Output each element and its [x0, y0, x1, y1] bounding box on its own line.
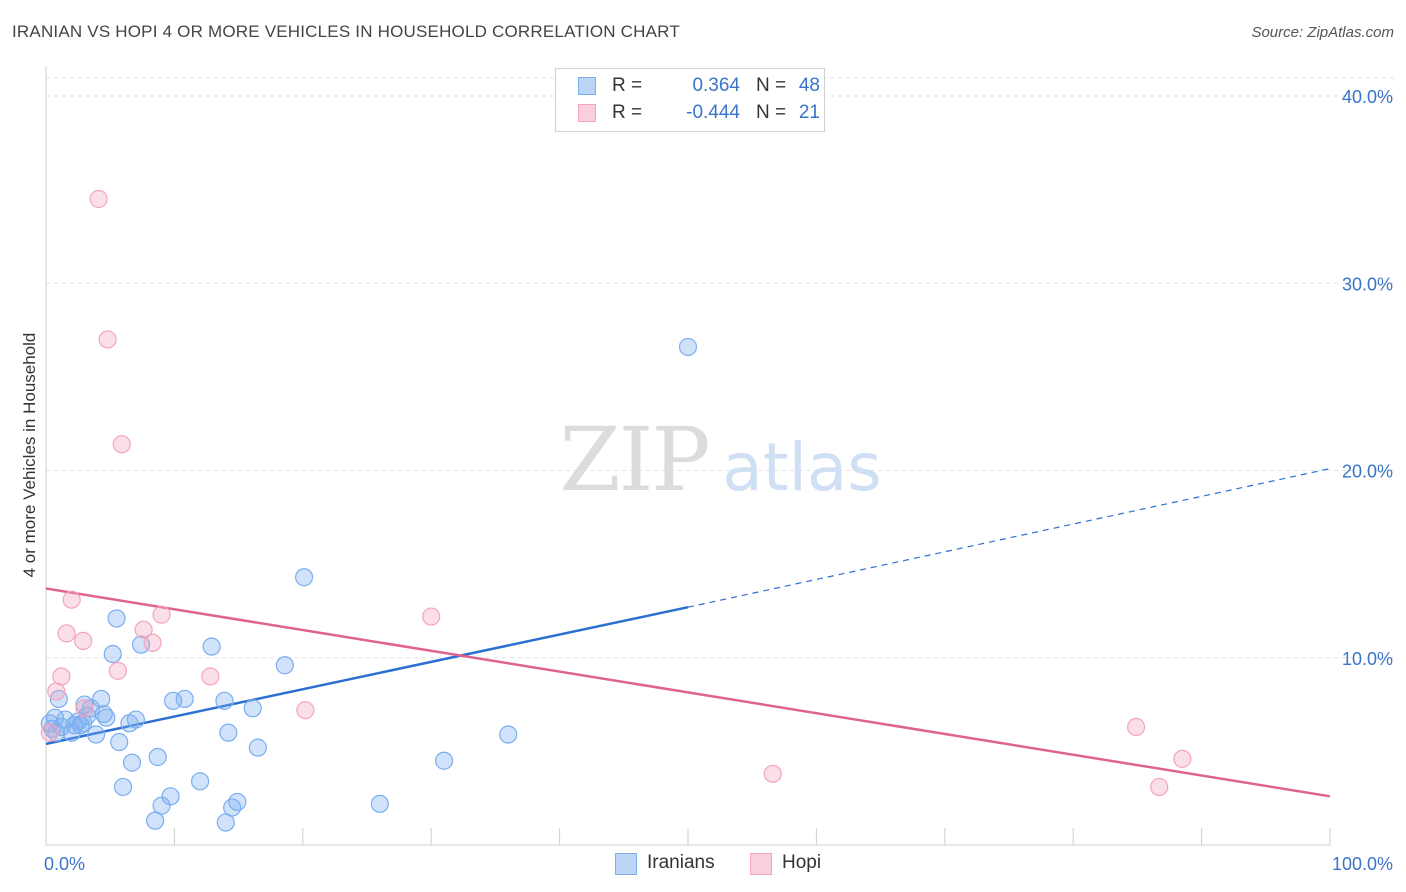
data-point-hopi — [98, 330, 117, 349]
data-point-iranians — [131, 635, 151, 654]
data-point-iranians — [146, 811, 165, 830]
data-point-hopi — [74, 631, 93, 650]
tick-labels: 10.0% 20.0% 30.0% 40.0% 0.0% 100.0% — [44, 87, 1393, 874]
y-tick-label: 10.0% — [1342, 649, 1393, 669]
data-point-iranians — [92, 689, 111, 709]
data-point-hopi — [1150, 777, 1169, 797]
legend-label-hopi: Hopi — [782, 852, 822, 873]
data-point-iranians — [370, 794, 389, 813]
axes — [45, 66, 1331, 846]
data-point-iranians — [49, 689, 68, 709]
data-point-hopi — [62, 590, 81, 609]
legend-swatch-hopi — [578, 104, 596, 122]
correlation-legend: R = 0.364 N = 48 R = -0.444 N = 21 — [555, 68, 825, 132]
watermark-atlas: atlas — [722, 429, 882, 506]
data-point-iranians — [86, 725, 106, 744]
data-point-iranians — [175, 689, 194, 709]
data-point-hopi — [422, 607, 441, 626]
legend-r-label: R = — [612, 75, 643, 96]
trend-lines — [45, 468, 1331, 798]
data-point-hopi — [108, 661, 128, 680]
data-point-iranians — [202, 637, 221, 656]
legend-swatch-iranians — [615, 853, 637, 875]
data-point-iranians — [71, 716, 90, 735]
legend-n-value: 48 — [798, 75, 820, 96]
legend-r-value: 0.364 — [692, 75, 740, 96]
trend-line-hopi — [45, 587, 1331, 798]
y-tick-label: 40.0% — [1342, 87, 1393, 107]
x-tick-label-min: 0.0% — [44, 854, 85, 874]
data-point-iranians — [294, 568, 314, 587]
x-tick-label-max: 100.0% — [1332, 854, 1393, 874]
data-point-iranians — [243, 699, 262, 718]
data-point-iranians — [164, 691, 183, 710]
legend-n-label: N = — [756, 75, 787, 96]
data-point-iranians — [434, 751, 454, 770]
legend-swatch-iranians — [578, 77, 596, 95]
data-point-hopi — [134, 620, 153, 639]
legend-r-label: R = — [612, 102, 643, 123]
data-point-iranians — [103, 644, 122, 664]
data-point-iranians — [228, 792, 247, 812]
data-point-iranians — [223, 798, 242, 817]
watermark: ZIP atlas — [559, 408, 881, 511]
data-point-hopi — [112, 435, 131, 454]
data-point-iranians — [126, 710, 145, 729]
data-point-iranians — [161, 787, 180, 806]
data-point-iranians — [47, 723, 66, 742]
legend-n-value: 21 — [798, 102, 820, 123]
data-point-iranians — [107, 609, 126, 628]
data-point-iranians — [215, 691, 234, 710]
data-point-iranians — [113, 777, 133, 797]
y-tick-label: 30.0% — [1342, 274, 1393, 294]
data-point-iranians — [219, 723, 238, 742]
data-point-hopi — [57, 624, 76, 643]
data-point-hopi — [1127, 717, 1146, 737]
data-point-iranians — [122, 753, 142, 772]
legend-n-label: N = — [756, 102, 787, 123]
data-point-iranians — [190, 772, 210, 791]
data-point-iranians — [97, 708, 116, 727]
data-point-hopi — [40, 723, 59, 742]
data-point-iranians — [499, 725, 518, 744]
data-point-hopi — [1173, 749, 1192, 768]
watermark-zip: ZIP — [559, 408, 708, 511]
data-point-iranians — [148, 747, 167, 767]
chart-title: IRANIAN VS HOPI 4 OR MORE VEHICLES IN HO… — [12, 22, 680, 41]
data-point-iranians — [275, 656, 294, 675]
legend-label-iranians: Iranians — [647, 852, 715, 873]
data-point-hopi — [52, 667, 71, 686]
data-point-hopi — [152, 605, 171, 624]
legend-r-value: -0.444 — [686, 102, 740, 123]
legend-swatch-hopi — [750, 853, 772, 875]
trend-line-iranians — [45, 605, 689, 746]
data-point-iranians — [74, 714, 93, 733]
data-point-hopi — [296, 701, 315, 720]
data-points — [40, 189, 1192, 832]
y-tick-label: 20.0% — [1342, 462, 1393, 482]
data-point-hopi — [763, 764, 782, 783]
data-point-hopi — [89, 189, 108, 209]
data-point-hopi — [75, 699, 94, 718]
data-point-iranians — [678, 337, 698, 357]
data-point-iranians — [110, 732, 129, 752]
source-label: Source: ZipAtlas.com — [1251, 24, 1394, 41]
data-point-iranians — [248, 738, 267, 757]
gridlines — [46, 77, 1395, 659]
data-point-hopi — [201, 667, 220, 686]
data-point-iranians — [216, 813, 235, 832]
data-point-hopi — [143, 633, 162, 652]
